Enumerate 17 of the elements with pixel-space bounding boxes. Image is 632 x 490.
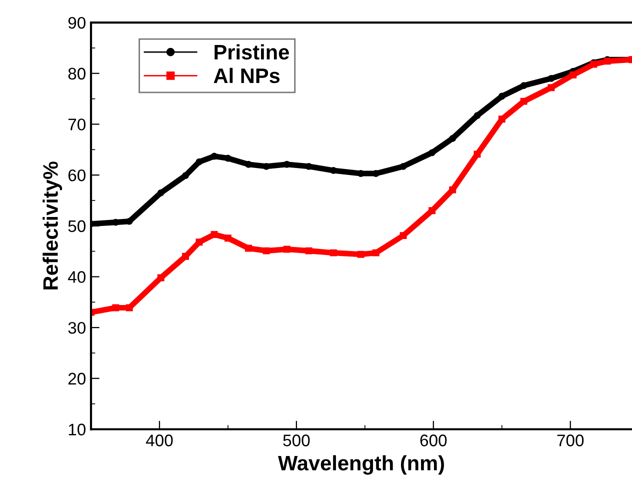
- x-tick-label: 600: [420, 434, 447, 446]
- y-tick-label: 60: [68, 169, 86, 182]
- y-tick-label: 30: [68, 322, 86, 334]
- y-tick-label: 80: [68, 68, 86, 80]
- legend-label: Pristine: [214, 44, 289, 60]
- y-tick-label: 90: [68, 16, 86, 29]
- y-tick-label: 70: [68, 118, 86, 130]
- x-axis-title: Wavelength (nm): [278, 455, 444, 475]
- x-tick-label: 400: [146, 434, 173, 446]
- y-axis-title: Reflectivity%: [42, 162, 62, 290]
- y-tick-label: 20: [68, 372, 86, 385]
- x-tick-label: 500: [283, 434, 310, 446]
- y-tick-label: 10: [68, 424, 86, 436]
- y-tick-label: 50: [68, 220, 86, 232]
- legend-label: Al NPs: [214, 68, 280, 84]
- y-tick-label: 40: [68, 271, 86, 283]
- x-tick-label: 700: [557, 434, 584, 446]
